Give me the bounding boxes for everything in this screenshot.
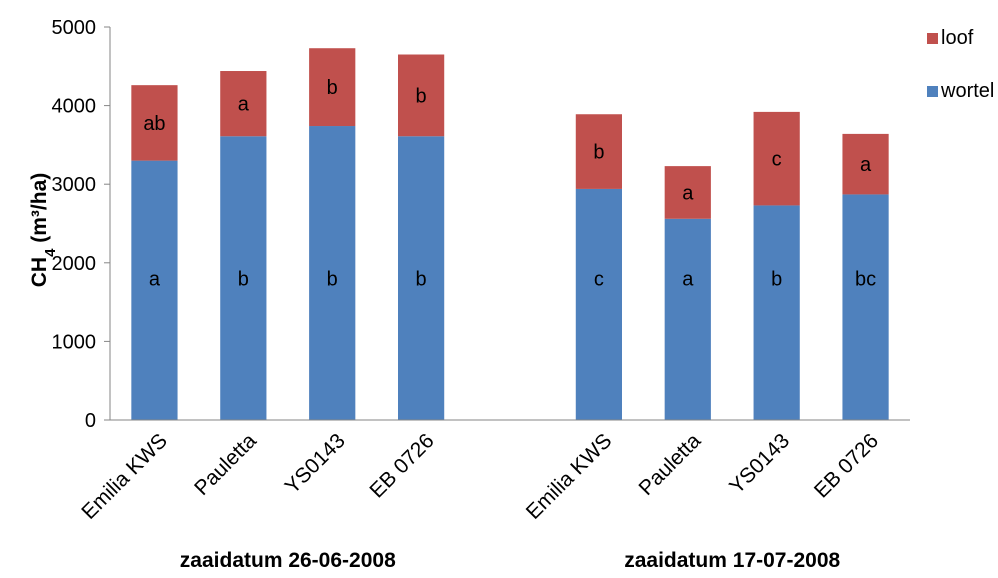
group-label: zaaidatum 17-07-2008 [624,549,840,572]
bar-wortel [131,160,178,420]
x-tick-label: YS0143 [281,429,350,498]
y-axis-title: CH4 (m³/ha) [28,173,59,288]
bar-label-loof: a [682,182,694,204]
bar-label-loof: a [238,94,250,116]
x-tick-label: YS0143 [725,429,794,498]
bar-label-wortel: b [327,269,338,291]
bar-loof [842,133,889,195]
bar-label-wortel: bc [855,269,876,291]
y-tick-label: 0 [85,410,96,432]
bar-wortel [398,136,445,420]
bar-label-loof: b [327,77,338,99]
bar-label-loof: b [416,85,427,107]
bar-wortel [309,126,356,420]
y-tick-label: 5000 [52,17,97,39]
bar-label-wortel: b [771,269,782,291]
bar-loof [309,48,356,127]
bar-loof [398,54,445,137]
x-tick-label: Pauletta [635,429,706,500]
x-axis: Emilia KWS Pauletta YS0143 EB 0726zaaidatum… [77,419,910,572]
bar-wortel [842,194,889,420]
bar-wortel [664,218,711,420]
bar-wortel [753,205,800,420]
x-tick-label: Emilia KWS [522,429,617,524]
y-tick-label: 4000 [52,96,97,118]
y-tick-label: 1000 [52,331,97,353]
bar-wortel [575,188,622,420]
bar-loof [575,114,622,189]
legend-label: wortel [940,80,994,102]
bar-wortel [220,136,267,420]
bar-label-wortel: b [416,269,427,291]
bar-loof [664,166,711,219]
y-axis: 0 1000 2000 3000 4000 5000 [52,17,111,432]
y-axis-title-main: CH [28,257,51,287]
x-tick-label: Pauletta [190,429,261,500]
bar-label-wortel: a [149,269,161,291]
x-tick-label: Emilia KWS [77,429,172,524]
bar-label-loof: c [772,149,782,171]
bar-label-wortel: c [594,269,604,291]
y-tick-label: 3000 [52,174,97,196]
bar-loof [131,85,178,161]
bar-loof [753,111,800,206]
legend-label: loof [941,27,974,49]
legend: loof wortel [927,27,994,102]
y-axis-title-unit: (m³/ha) [28,173,51,249]
bar-label-loof: a [860,154,872,176]
bar-label-wortel: a [682,269,694,291]
x-tick-label: EB 0726 [365,429,438,502]
group-label: zaaidatum 26-06-2008 [180,549,396,572]
bar-label-loof: b [593,142,604,164]
y-axis-title-subscript: 4 [42,248,59,257]
bar-loof [220,71,267,137]
legend-swatch [927,86,938,97]
x-tick-label: EB 0726 [810,429,883,502]
legend-swatch [927,33,938,44]
bar-label-loof: ab [143,113,165,135]
y-tick-label: 2000 [52,253,97,275]
bar-label-wortel: b [238,269,249,291]
